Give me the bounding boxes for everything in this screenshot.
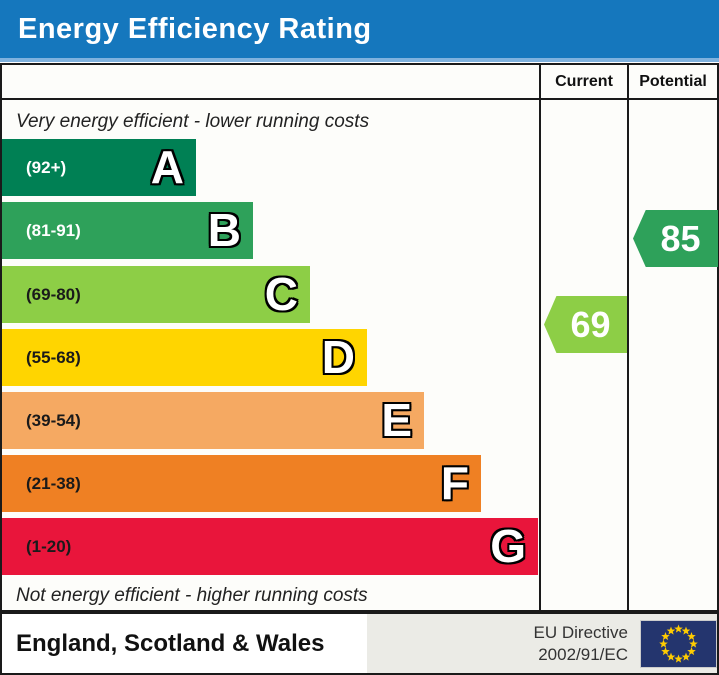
band-range-label: (39-54)	[26, 410, 81, 430]
eu-directive-line1: EU Directive	[533, 623, 628, 642]
band-letter: E	[381, 394, 412, 446]
column-header-potential: Potential	[639, 72, 707, 90]
current-rating-value: 69	[570, 303, 611, 345]
band-range-label: (69-80)	[26, 284, 81, 304]
rating-table: Current Potential Very energy efficient …	[0, 63, 719, 612]
band-row-g: (1-20) G	[2, 518, 538, 575]
title-bar: Energy Efficiency Rating	[0, 0, 719, 58]
eu-directive-label: EU Directive 2002/91/EC	[534, 622, 628, 666]
current-rating-arrow: 69	[544, 296, 627, 353]
footer: England, Scotland & Wales EU Directive 2…	[0, 612, 719, 675]
footer-region-label: England, Scotland & Wales	[16, 629, 325, 657]
eu-flag-icon	[640, 620, 717, 668]
current-column-divider	[539, 65, 541, 610]
band-letter: B	[207, 204, 241, 256]
band-range-label: (81-91)	[26, 220, 81, 240]
band-letter: D	[321, 331, 355, 383]
title-bar-edge	[0, 58, 719, 62]
page-title: Energy Efficiency Rating	[18, 12, 372, 45]
bottom-note: Not energy efficient - higher running co…	[16, 585, 368, 606]
band-range-label: (21-38)	[26, 473, 81, 493]
band-range-label: (55-68)	[26, 347, 81, 367]
band-letter: G	[490, 520, 526, 572]
band-row-c: (69-80) C	[2, 266, 310, 323]
band-letter: C	[264, 268, 298, 320]
potential-column-divider	[627, 65, 629, 610]
top-note: Very energy efficient - lower running co…	[16, 111, 370, 132]
band-row-d: (55-68) D	[2, 329, 367, 386]
band-row-f: (21-38) F	[2, 455, 481, 512]
band-letter: A	[150, 141, 184, 193]
column-header-current: Current	[555, 72, 613, 90]
eu-directive-line2: 2002/91/EC	[538, 645, 628, 664]
band-row-a: (92+) A	[2, 139, 196, 196]
potential-rating-arrow: 85	[633, 210, 718, 267]
band-range-label: (1-20)	[26, 536, 72, 556]
potential-rating-value: 85	[660, 217, 701, 259]
band-row-e: (39-54) E	[2, 392, 424, 449]
band-row-b: (81-91) B	[2, 202, 253, 259]
band-range-label: (92+)	[26, 157, 67, 177]
band-letter: F	[440, 457, 469, 509]
table-header-row: Current Potential	[2, 65, 717, 100]
